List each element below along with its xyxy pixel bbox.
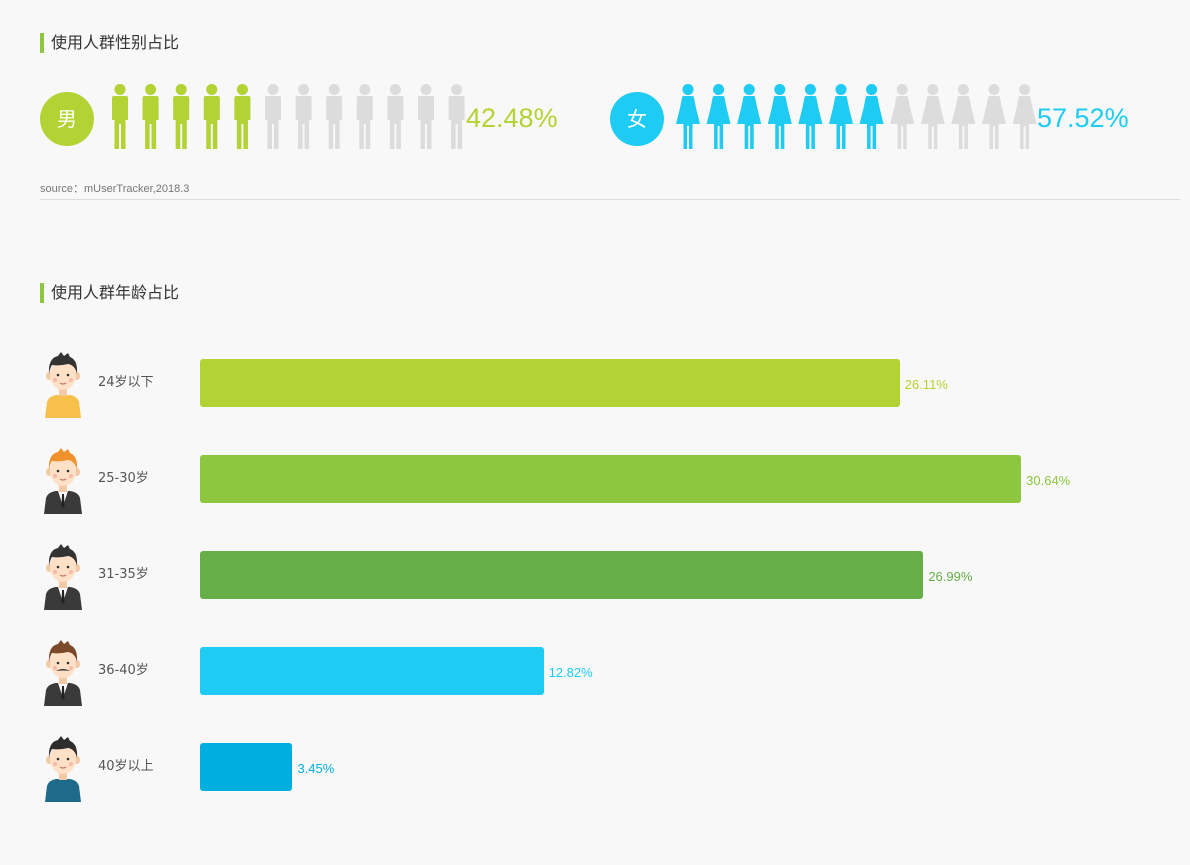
age-bar xyxy=(200,455,1022,503)
male-figure-icon xyxy=(295,84,312,149)
male-svg xyxy=(111,84,465,149)
male-active-figures xyxy=(111,84,251,149)
female-figure-icon xyxy=(951,84,976,149)
female-figure-icon xyxy=(706,84,731,149)
age-bar-value-label: 12.82% xyxy=(548,665,593,680)
female-figure-icon xyxy=(798,84,823,149)
female-figure-icon xyxy=(1012,84,1037,149)
female-figure-icon xyxy=(859,84,884,149)
female-figure-icon xyxy=(737,84,762,149)
male-figure-icon xyxy=(326,84,343,149)
mustache-man-icon xyxy=(44,640,82,706)
female-figure-icon xyxy=(981,84,1006,149)
male-badge: 男 xyxy=(40,92,94,146)
male-figure-icon xyxy=(111,84,128,149)
female-active-figures xyxy=(676,84,884,149)
male-figure-icon xyxy=(356,84,373,149)
male-percentage: 42.48% xyxy=(466,103,558,133)
suit-man-icon xyxy=(44,544,82,610)
female-figure-icon xyxy=(890,84,915,149)
age-category-label: 36-40岁 xyxy=(98,663,149,678)
age-bar xyxy=(200,551,924,599)
female-percentage: 57.52% xyxy=(1037,103,1129,133)
female-figure-icon xyxy=(767,84,792,149)
age-bar xyxy=(200,743,293,791)
female-figure-icon xyxy=(920,84,945,149)
age-bar-value-label: 30.64% xyxy=(1026,473,1071,488)
age-category-label: 25-30岁 xyxy=(98,471,149,486)
female-inactive-figures xyxy=(676,84,1037,149)
male-figure-icon xyxy=(142,84,159,149)
male-figure-icon xyxy=(173,84,190,149)
female-svg xyxy=(676,84,1037,149)
age-bar-value-label: 26.11% xyxy=(904,377,948,392)
age-category-label: 40岁以上 xyxy=(98,759,154,774)
male-figure-icon xyxy=(203,84,220,149)
age-category-label: 31-35岁 xyxy=(98,567,149,582)
female-figure-icon xyxy=(828,84,853,149)
female-badge: 女 xyxy=(610,92,664,146)
male-pictogram xyxy=(108,84,475,152)
gender-section-title: 使用人群性别占比 xyxy=(40,33,179,53)
age-bar-value-label: 26.99% xyxy=(928,569,973,584)
male-figure-icon xyxy=(387,84,404,149)
age-bar-value-label: 3.45% xyxy=(297,761,335,776)
female-pictogram xyxy=(676,84,1043,152)
young-man-icon xyxy=(45,352,81,418)
age-category-label: 24岁以下 xyxy=(98,375,154,390)
older-man-icon xyxy=(45,736,81,802)
section-divider xyxy=(40,199,1180,200)
age-bar xyxy=(200,647,544,695)
female-figure-icon xyxy=(676,84,700,149)
age-section-title: 使用人群年龄占比 xyxy=(40,283,179,303)
male-figure-icon xyxy=(234,84,251,149)
male-inactive-figures xyxy=(111,84,465,149)
ginger-man-icon xyxy=(44,448,82,514)
male-figure-icon xyxy=(448,84,465,149)
source-note: source：mUserTracker,2018.3 xyxy=(40,183,190,195)
male-figure-icon xyxy=(417,84,434,149)
age-bar xyxy=(200,359,900,407)
male-figure-icon xyxy=(264,84,281,149)
